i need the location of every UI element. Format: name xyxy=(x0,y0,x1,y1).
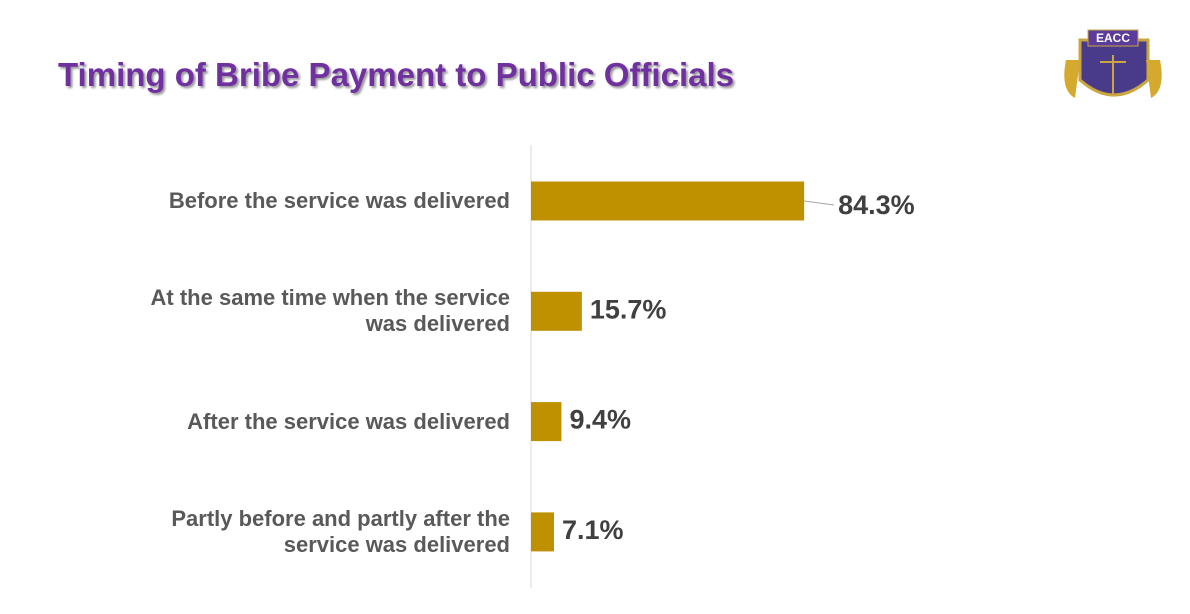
category-label: Partly before and partly after the servi… xyxy=(171,505,510,557)
category-label: After the service was delivered xyxy=(187,408,510,434)
bar xyxy=(531,291,582,331)
value-label: 15.7% xyxy=(590,294,667,324)
category-label: At the same time when the service was de… xyxy=(150,285,510,337)
value-label: 7.1% xyxy=(562,515,624,545)
logo: EACC xyxy=(1064,29,1162,98)
bar xyxy=(531,181,805,221)
logo-text: EACC xyxy=(1096,31,1130,45)
value-label: 84.3% xyxy=(838,190,915,220)
category-label: Before the service was delivered xyxy=(168,188,510,213)
bar xyxy=(531,402,562,442)
leader-line xyxy=(804,200,835,206)
chart-title: Timing of Bribe Payment to Public Offici… xyxy=(58,56,735,93)
value-label: 9.4% xyxy=(569,405,631,435)
bar xyxy=(531,512,555,552)
